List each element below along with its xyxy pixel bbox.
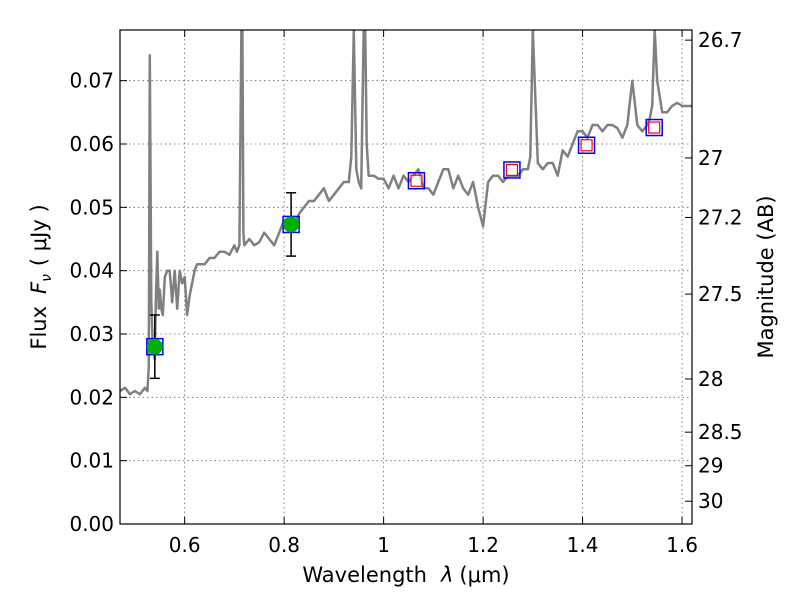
- y-tick-label: 0.06: [69, 132, 114, 156]
- y-tick-label: 0.07: [69, 69, 114, 93]
- x-tick-label: 1.2: [467, 533, 499, 557]
- y-axis-right-label: Magnitude (AB): [754, 195, 778, 358]
- right-tick-label: 27: [698, 146, 723, 170]
- plot-frame: [119, 29, 693, 525]
- model-square-blue: [503, 161, 521, 179]
- observed-dot: [146, 338, 163, 355]
- model-square-blue: [407, 171, 426, 190]
- spectrum-line: [120, 30, 692, 396]
- model-square-red: [580, 139, 593, 152]
- model-square-blue: [577, 136, 596, 155]
- y-tick-label: 0.03: [69, 322, 114, 346]
- model-square-blue: [645, 118, 663, 137]
- x-tick-label: 0.8: [268, 533, 300, 557]
- model-square-red: [410, 174, 423, 187]
- right-tick-label: 28: [698, 367, 723, 391]
- axes-ticks: 0.6 0.8 1 1.2 1.4 1.6 0.00 0.01 0.02 0.03 0.04 0.05…: [69, 28, 742, 557]
- right-tick-label: 27.2: [698, 205, 743, 229]
- data-points: [146, 118, 663, 380]
- y-tick-label: 0.00: [69, 512, 114, 536]
- y-tick-label: 0.04: [69, 259, 114, 283]
- x-axis-label: Wavelength λ (μm): [302, 563, 509, 587]
- plot-area: [120, 30, 692, 396]
- x-tick-label: 0.6: [169, 533, 201, 557]
- right-tick-label: 29: [698, 454, 723, 478]
- y-tick-label: 0.02: [69, 385, 114, 409]
- x-tick-label: 1: [377, 533, 390, 557]
- right-tick-label: 28.5: [698, 420, 743, 444]
- model-square-red: [648, 121, 661, 134]
- y-tick-label: 0.01: [69, 449, 114, 473]
- x-tick-label: 1.6: [666, 533, 698, 557]
- y-axis-left-label: FluxFν( μJy ): [27, 204, 55, 349]
- x-tick-label: 1.4: [567, 533, 599, 557]
- observed-dot: [283, 216, 300, 233]
- right-tick-label: 26.7: [698, 28, 743, 52]
- right-tick-label: 27.5: [698, 282, 743, 306]
- right-tick-label: 30: [698, 489, 723, 513]
- y-tick-label: 0.05: [69, 195, 114, 219]
- model-square-red: [505, 163, 519, 177]
